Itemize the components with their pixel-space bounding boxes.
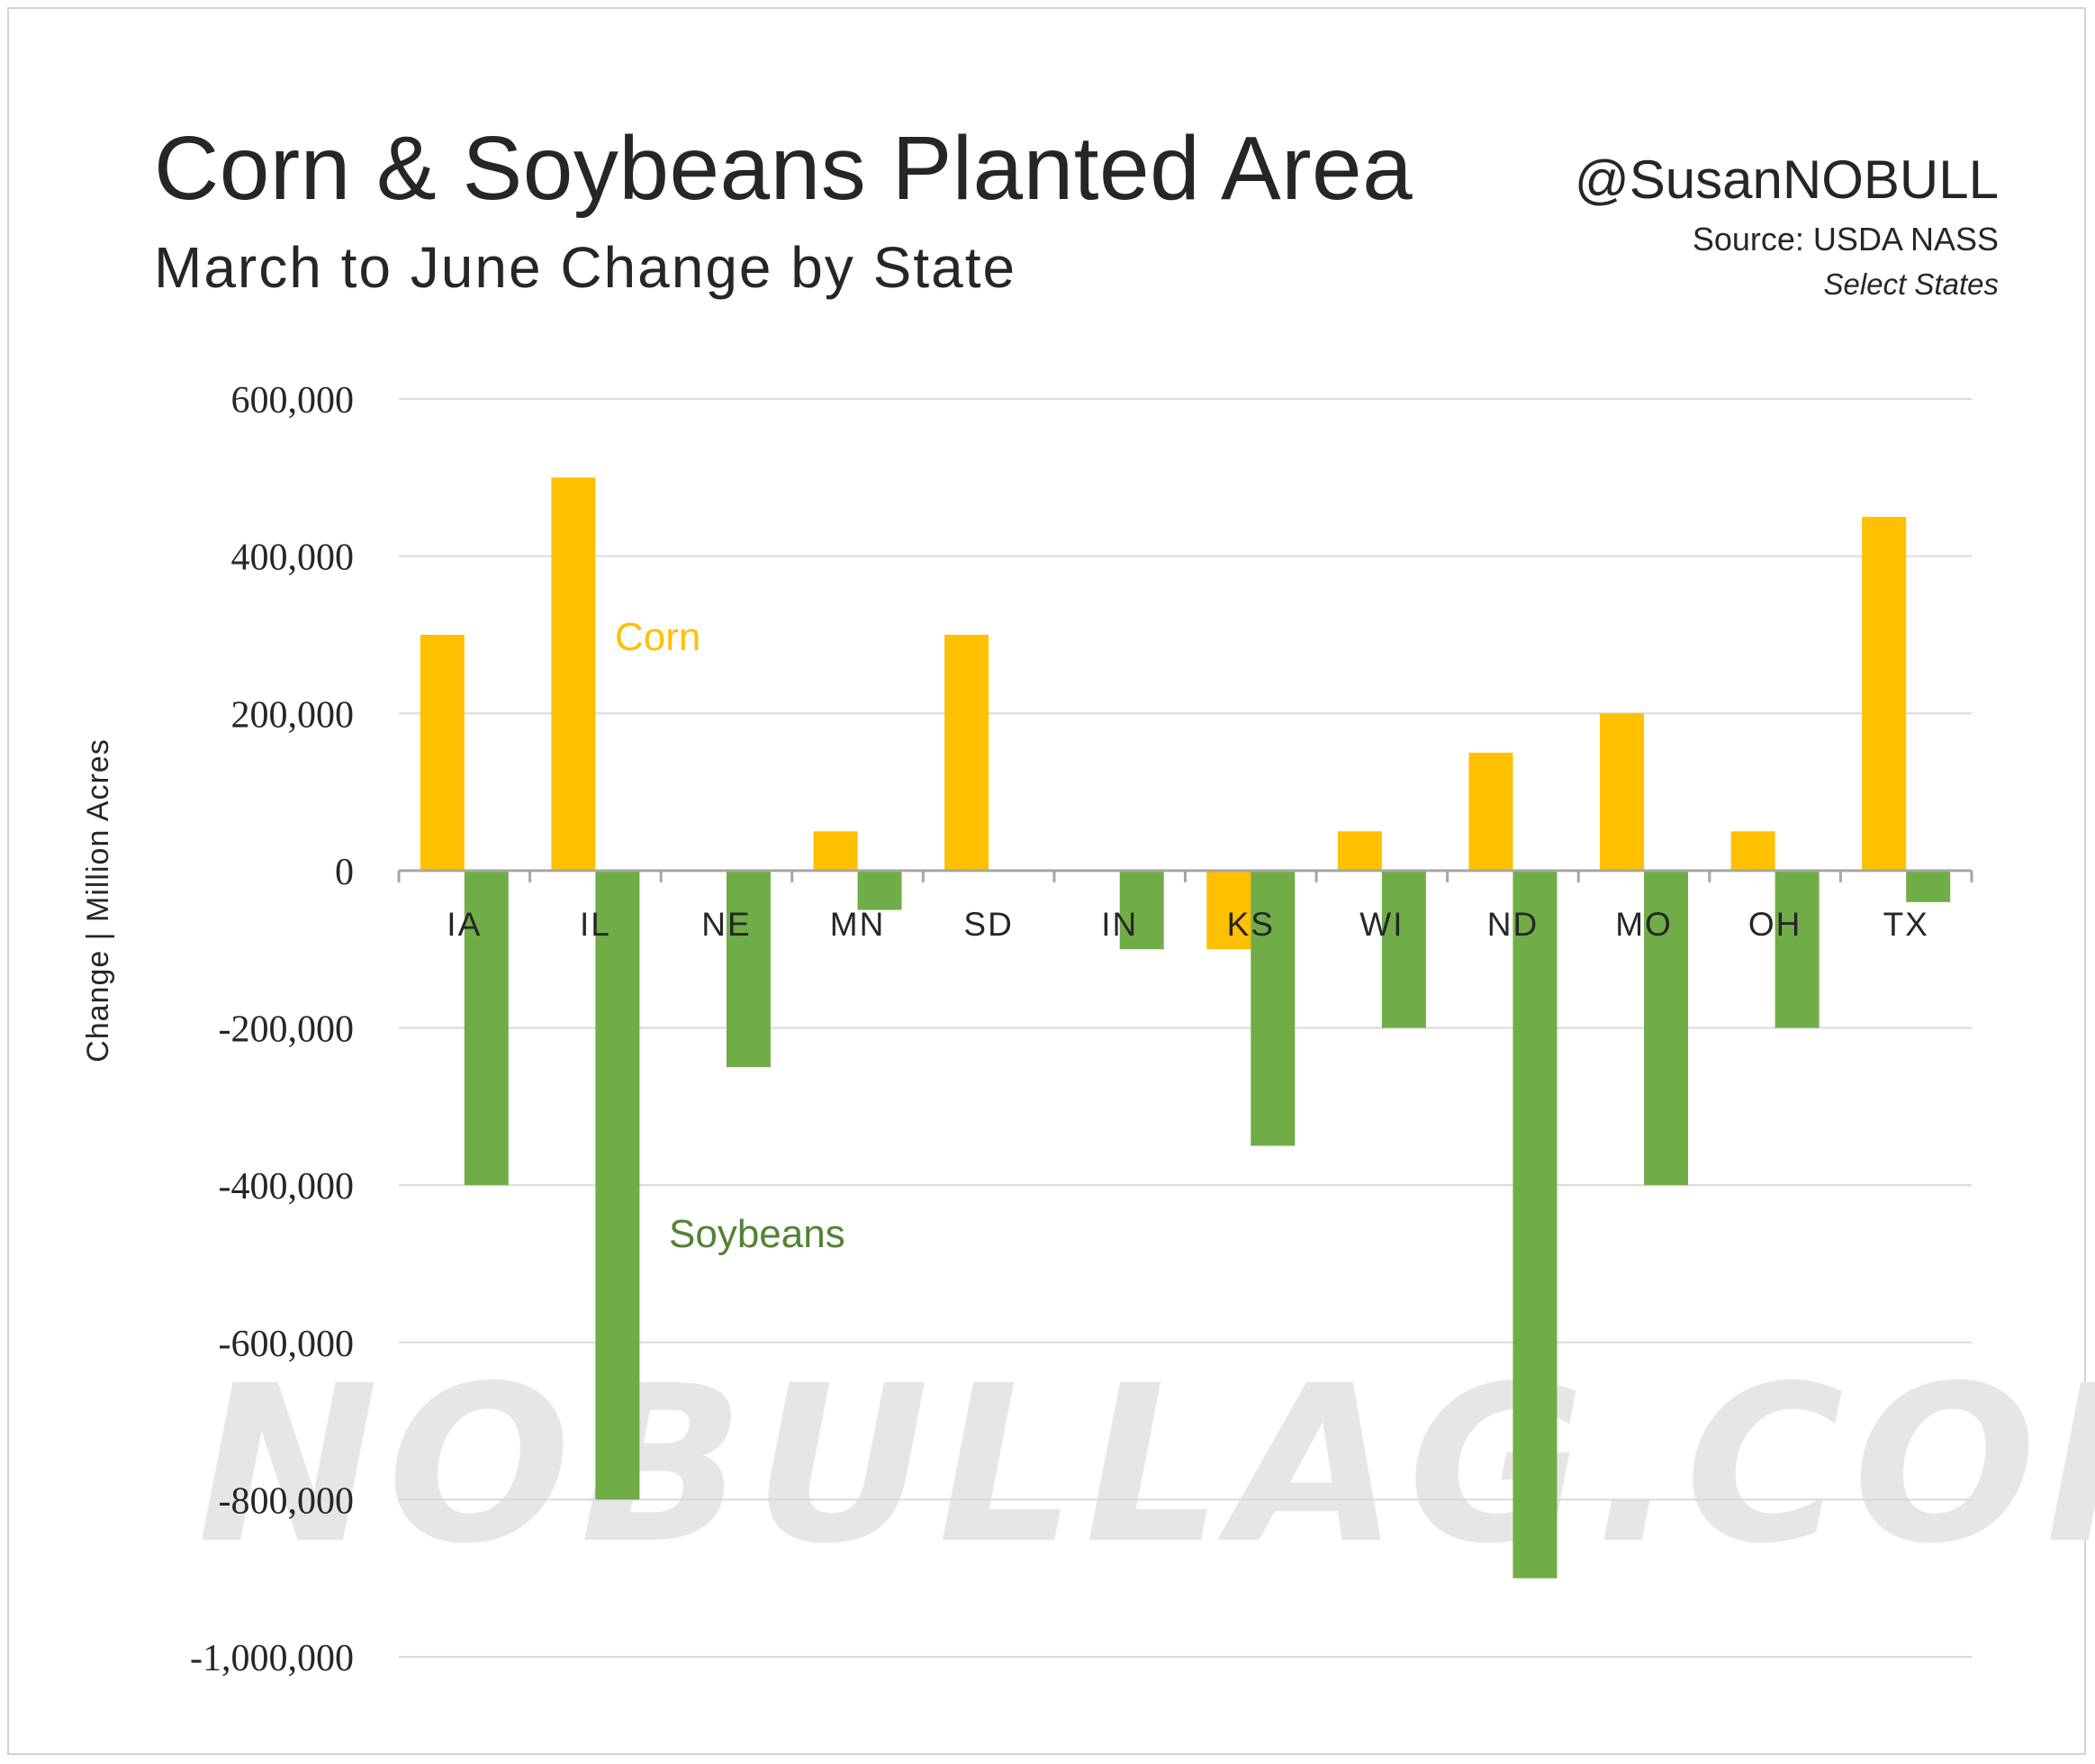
y-tick-label: -1,000,000 [190,1638,354,1679]
x-category-label: KS [1227,906,1275,943]
source-note: Source: USDA NASS [1692,221,1999,258]
soybeans-bar-mo [1644,870,1689,1186]
corn-bar-mo [1600,713,1645,871]
corn-bar-wi [1337,831,1382,871]
x-category-label: ND [1487,906,1539,943]
soybeans-bar-tx [1906,870,1951,902]
y-tick-label: 400,000 [231,538,355,579]
y-tick-label: 600,000 [231,380,355,421]
y-tick-label: -400,000 [219,1166,355,1208]
author-handle: @SusanNOBULL [1574,149,1999,210]
soybeans-bar-il [595,870,640,1500]
soybeans-bar-oh [1774,870,1820,1028]
soybeans-bar-ne [726,870,771,1068]
watermark-text: NOBULLAG.COM [197,1339,2095,1591]
corn-series-label: Corn [615,615,700,659]
y-axis-ticks: 600,000 400,000 200,000 0 -200,000 -400,000 -6… [190,380,354,1679]
chart-frame [7,7,2086,1755]
select-states-note: Select States [1823,267,1999,301]
soybeans-bar-in [1119,870,1164,950]
soybeans-bar-ks [1251,870,1296,1146]
soybeans-bar-mn [857,870,902,910]
y-tick-label: 200,000 [231,694,355,736]
y-axis-label: Change | Million Acres [81,738,115,1063]
x-category-label: IA [447,906,482,943]
soybeans-bar-nd [1513,870,1558,1579]
bars [420,477,1951,1579]
x-category-label: WI [1359,906,1404,943]
corn-bar-oh [1730,831,1775,871]
x-category-label: NE [701,906,751,943]
x-category-label: IN [1101,906,1138,943]
watermark-layer: NOBULLAG.COM [197,1339,2095,1591]
x-category-label: MN [830,906,886,943]
x-category-label: TX [1883,906,1929,943]
corn-bar-il [551,477,596,871]
corn-bar-ks [1206,870,1251,950]
gridlines [399,398,1972,1658]
corn-bar-nd [1468,752,1513,871]
soybeans-bar-ia [464,870,509,1186]
soybeans-series-label: Soybeans [669,1212,845,1256]
soybeans-bar-wi [1381,870,1426,1028]
x-category-label: OH [1748,906,1802,943]
corn-bar-tx [1862,516,1907,871]
y-tick-label: -200,000 [219,1009,355,1051]
y-tick-label: 0 [335,852,354,893]
x-category-label: SD [963,906,1013,943]
corn-bar-ia [420,634,465,871]
chart-title: Corn & Soybeans Planted Area [154,118,1413,219]
chart-subtitle: March to June Change by State [154,235,1017,300]
y-tick-label: -600,000 [219,1324,355,1365]
y-tick-label: -800,000 [219,1480,355,1522]
x-axis-labels: IA IL NE MN SD IN KS WI ND MO OH TX [447,906,1929,943]
corn-bar-sd [944,634,989,871]
x-axis [397,869,1973,882]
corn-bar-mn [813,831,858,871]
x-category-label: MO [1615,906,1673,943]
x-category-label: IL [580,906,611,943]
